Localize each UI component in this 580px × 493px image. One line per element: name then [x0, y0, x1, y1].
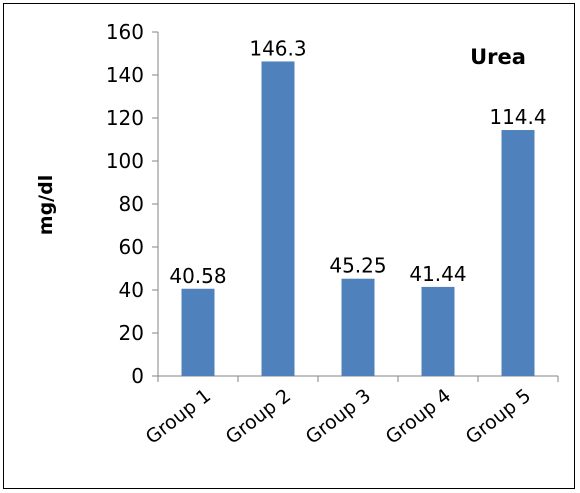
x-category-label: Group 3: [302, 385, 375, 449]
bars: [181, 61, 535, 377]
y-tick-label: 40: [119, 278, 144, 302]
data-label: 114.4: [489, 105, 546, 129]
x-axis-categories: Group 1 Group 2 Group 3 Group 4 Group 5: [142, 385, 535, 449]
data-label: 146.3: [249, 36, 306, 60]
data-label: 45.25: [329, 254, 386, 278]
bar: [261, 61, 295, 377]
bar: [181, 288, 215, 376]
x-category-label: Group 2: [222, 385, 295, 449]
y-axis-ticks: 0 20 40 60 80 100 120 140 160: [106, 20, 158, 388]
y-tick-label: 160: [106, 20, 144, 44]
x-category-label: Group 5: [462, 385, 535, 449]
data-labels: 40.58 146.3 45.25 41.44 114.4: [169, 36, 546, 287]
y-tick-label: 80: [119, 192, 144, 216]
y-tick-label: 100: [106, 149, 144, 173]
bar: [421, 286, 455, 376]
bar: [501, 130, 535, 376]
data-label: 40.58: [169, 264, 226, 288]
data-label: 41.44: [409, 262, 466, 286]
y-tick-label: 120: [106, 106, 144, 130]
chart-title: Urea: [470, 45, 526, 69]
y-tick-label: 0: [131, 364, 144, 388]
y-axis-label: mg/dl: [35, 175, 57, 235]
y-tick-label: 60: [119, 235, 144, 259]
bar: [341, 278, 375, 376]
x-category-label: Group 4: [382, 385, 455, 449]
y-tick-label: 20: [119, 321, 144, 345]
y-tick-label: 140: [106, 63, 144, 87]
x-category-label: Group 1: [142, 385, 215, 449]
